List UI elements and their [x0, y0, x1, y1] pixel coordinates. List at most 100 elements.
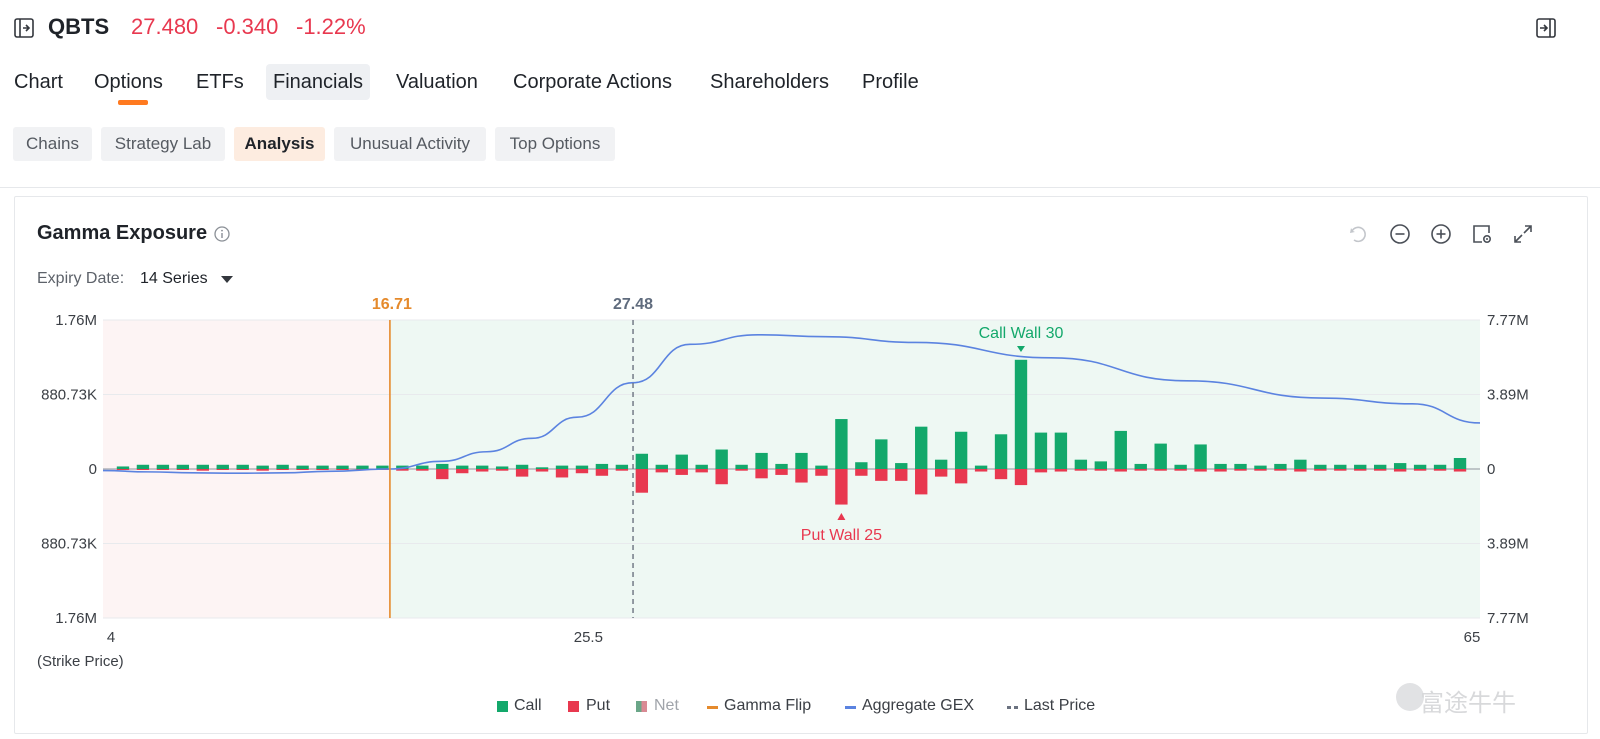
active-tab-indicator: [118, 100, 148, 105]
call-bar: [635, 453, 649, 469]
legend-aggregate-swatch: [845, 706, 856, 709]
call-bar: [1014, 359, 1028, 469]
call-bar: [595, 463, 609, 469]
put-bar: [1194, 469, 1207, 472]
put-bar: [1014, 469, 1028, 486]
call-bar: [376, 465, 389, 469]
call-bar: [1374, 464, 1387, 469]
y-right-tick-label: 3.89M: [1487, 536, 1529, 553]
call-bar: [1074, 459, 1088, 469]
subtab-unusual-activity[interactable]: Unusual Activity: [334, 127, 486, 161]
tab-financials[interactable]: Financials: [266, 64, 371, 100]
tab-etfs[interactable]: ETFs: [196, 71, 244, 93]
undo-icon[interactable]: [1346, 222, 1370, 246]
last-price: 27.480: [131, 14, 199, 39]
call-bar: [1234, 463, 1247, 469]
chart-settings-icon[interactable]: [1470, 222, 1494, 246]
put-bar: [256, 469, 269, 471]
put-bar: [954, 469, 968, 484]
expiry-date-select[interactable]: 14 Series: [140, 270, 208, 287]
subtab-chains[interactable]: Chains: [13, 127, 92, 161]
chevron-down-icon[interactable]: [221, 276, 233, 283]
put-bar: [895, 469, 908, 481]
options-subtabs: Chains Strategy Lab Analysis Unusual Act…: [0, 127, 1600, 161]
y-left-tick-label: 1.76M: [55, 610, 97, 627]
put-bar: [695, 469, 708, 473]
put-bar: [855, 469, 868, 476]
put-bar: [675, 469, 688, 475]
subtab-top-options[interactable]: Top Options: [495, 127, 615, 161]
y-left-tick-label: 0: [89, 461, 97, 478]
tab-options[interactable]: Options: [94, 71, 163, 93]
subtab-strategy-lab[interactable]: Strategy Lab: [101, 127, 225, 161]
put-bar: [1274, 469, 1287, 471]
legend-call[interactable]: Call: [514, 697, 542, 714]
call-bar: [615, 464, 629, 469]
main-nav: Chart Options ETFs Financials Valuation …: [0, 64, 1600, 104]
zoom-out-icon[interactable]: [1388, 222, 1412, 246]
y-left-tick-label: 880.73K: [41, 387, 97, 404]
tab-corporate-actions[interactable]: Corporate Actions: [513, 71, 672, 93]
expand-panel-icon[interactable]: [1536, 18, 1556, 38]
put-bar: [1074, 469, 1088, 471]
gamma-exposure-panel: [14, 196, 1588, 734]
put-bar: [615, 469, 629, 471]
put-bar: [595, 469, 609, 476]
subtab-analysis[interactable]: Analysis: [234, 127, 325, 161]
put-bar: [1134, 469, 1147, 471]
legend-gamma-flip-swatch: [707, 706, 718, 709]
legend-net[interactable]: Net: [654, 697, 679, 714]
call-bar: [1114, 430, 1127, 469]
legend-gamma-flip[interactable]: Gamma Flip: [724, 697, 812, 714]
expiry-date-label: Expiry Date:: [37, 270, 125, 287]
gamma-flip-label: 16.71: [372, 296, 412, 313]
call-bar: [875, 439, 888, 469]
put-bar: [575, 469, 589, 474]
put-bar: [495, 469, 509, 471]
fullscreen-icon[interactable]: [1511, 222, 1535, 246]
call-bar: [735, 464, 748, 469]
legend-last-price-swatch: [1007, 706, 1018, 709]
call-bar: [815, 465, 828, 469]
legend-call-swatch: [497, 701, 508, 712]
put-bar: [994, 469, 1008, 480]
call-bar: [535, 467, 549, 469]
call-bar: [436, 463, 449, 469]
call-bar: [236, 464, 249, 469]
legend-last-price[interactable]: Last Price: [1024, 697, 1096, 714]
zoom-in-icon[interactable]: [1429, 222, 1453, 246]
call-bar: [1054, 432, 1068, 469]
put-bar: [336, 469, 349, 470]
tab-chart[interactable]: Chart: [14, 71, 63, 93]
x-tick-label: 25.5: [574, 629, 603, 646]
call-bar: [1354, 464, 1367, 469]
call-bar: [1314, 464, 1327, 469]
call-bar: [336, 465, 349, 469]
last-price-label: 27.48: [613, 296, 653, 313]
put-bar: [815, 469, 828, 476]
put-bar: [1154, 469, 1167, 471]
call-bar: [176, 464, 190, 469]
put-bar: [735, 469, 748, 471]
call-bar: [1393, 463, 1407, 469]
put-bar: [555, 469, 569, 478]
collapse-sidebar-icon[interactable]: [14, 18, 34, 38]
call-wall-marker: [1016, 346, 1025, 352]
quote-header: QBTS 27.480 -0.340 -1.22%: [0, 0, 1600, 58]
put-bar: [1234, 469, 1247, 471]
y-right-tick-label: 7.77M: [1487, 312, 1529, 329]
tab-shareholders[interactable]: Shareholders: [710, 71, 829, 93]
info-icon[interactable]: [214, 226, 230, 242]
watermark: 富途牛牛: [1420, 690, 1516, 717]
tab-valuation[interactable]: Valuation: [396, 71, 478, 93]
call-bar: [316, 465, 329, 469]
call-bar: [276, 464, 289, 469]
section-divider: [0, 187, 1600, 188]
call-bar: [895, 463, 908, 469]
call-bar: [1134, 463, 1147, 469]
legend-put[interactable]: Put: [586, 697, 611, 714]
legend-aggregate-gex[interactable]: Aggregate GEX: [862, 697, 975, 714]
ticker-symbol: QBTS: [48, 14, 110, 39]
tab-profile[interactable]: Profile: [862, 71, 919, 93]
